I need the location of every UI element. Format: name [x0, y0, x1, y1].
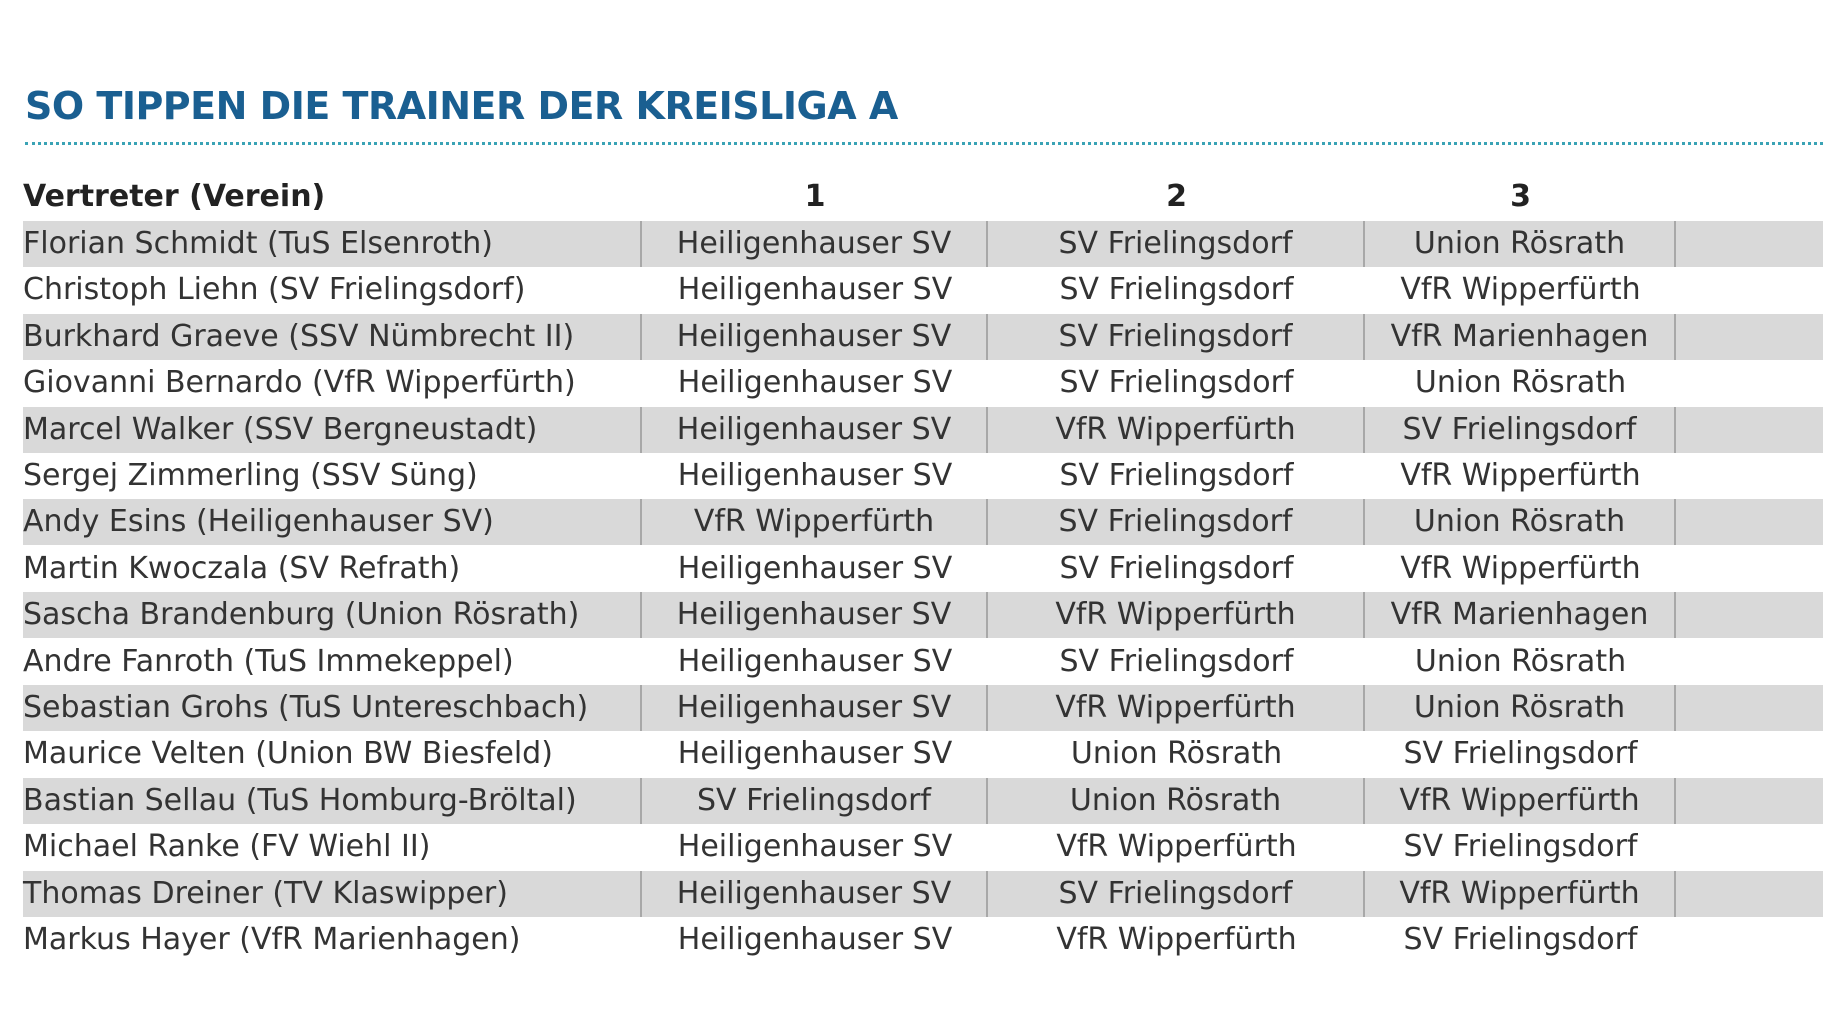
pick-cell: VfR Wipperfürth — [988, 406, 1365, 453]
divider — [25, 142, 1823, 145]
pick-cell: Heiligenhauser SV — [677, 922, 953, 957]
pick-cell: SV Frielingsdorf — [1059, 550, 1294, 586]
pick-cell: SV Frielingsdorf — [1403, 736, 1638, 772]
name-cell: Burkhard Graeve (SSV Nümbrecht II) — [23, 313, 642, 360]
name-cell: Giovanni Bernardo (VfR Wipperfürth) — [23, 365, 576, 401]
pick-cell: Union Rösrath — [1365, 499, 1676, 546]
title: SO TIPPEN DIE TRAINER DER KREISLIGA A — [25, 84, 898, 128]
header-row: Vertreter (Verein) 1 2 3 — [23, 174, 1823, 220]
name-cell: Michael Ranke (FV Wiehl II) — [23, 829, 431, 865]
name-cell: Andy Esins (Heiligenhauser SV) — [23, 499, 642, 546]
name-cell: Bastian Sellau (TuS Homburg-Bröltal) — [23, 777, 642, 824]
table-row: Florian Schmidt (TuS Elsenroth) Heiligenh… — [23, 221, 1823, 267]
pick-cell: SV Frielingsdorf — [1059, 272, 1294, 308]
table-row: Michael Ranke (FV Wiehl II) Heiligenhause… — [23, 824, 1823, 870]
pick-cell: SV Frielingsdorf — [1365, 406, 1676, 453]
table-row: Christoph Liehn (SV Frielingsdorf) Heilig… — [23, 267, 1823, 313]
table-row: Giovanni Bernardo (VfR Wipperfürth) Heili… — [23, 360, 1823, 406]
table-row: Martin Kwoczala (SV Refrath) Heiligenhaus… — [23, 546, 1823, 592]
pick-cell: SV Frielingsdorf — [988, 221, 1365, 267]
table-row: Sascha Brandenburg (Union Rösrath) Heilig… — [23, 592, 1823, 639]
pick-cell: VfR Wipperfürth — [1400, 458, 1641, 493]
pick-cell: VfR Marienhagen — [1365, 313, 1676, 360]
pick-cell: Union Rösrath — [1365, 221, 1676, 267]
pick-cell: VfR Wipperfürth — [988, 685, 1365, 731]
pick-cell: 2 — [1166, 179, 1187, 214]
name-cell: Vertreter (Verein) — [23, 179, 326, 214]
pick-cell: Heiligenhauser SV — [677, 550, 953, 586]
table-row: Andy Esins (Heiligenhauser SV) VfR Wipper… — [23, 499, 1823, 546]
name-cell: Christoph Liehn (SV Frielingsdorf) — [23, 272, 526, 308]
pick-cell: Heiligenhauser SV — [642, 592, 988, 639]
pick-cell: Heiligenhauser SV — [677, 365, 953, 401]
table-row: Marcel Walker (SSV Bergneustadt) Heiligen… — [23, 406, 1823, 453]
pick-cell: Heiligenhauser SV — [677, 458, 953, 493]
table-row: Burkhard Graeve (SSV Nümbrecht II) Heilig… — [23, 313, 1823, 360]
pick-cell: Union Rösrath — [988, 777, 1365, 824]
table-row: Markus Hayer (VfR Marienhagen) Heiligenha… — [23, 917, 1823, 963]
name-cell: Sebastian Grohs (TuS Untereschbach) — [23, 685, 642, 731]
pick-cell: SV Frielingsdorf — [1403, 829, 1638, 865]
pick-cell: Heiligenhauser SV — [677, 272, 953, 308]
name-cell: Florian Schmidt (TuS Elsenroth) — [23, 221, 642, 267]
name-cell: Martin Kwoczala (SV Refrath) — [23, 550, 461, 586]
name-cell: Marcel Walker (SSV Bergneustadt) — [23, 406, 642, 453]
pick-cell: Union Rösrath — [1365, 685, 1676, 731]
pick-cell: VfR Wipperfürth — [1056, 922, 1297, 957]
name-cell: Sergej Zimmerling (SSV Süng) — [23, 458, 478, 493]
name-cell: Sascha Brandenburg (Union Rösrath) — [23, 592, 642, 639]
table-row: Andre Fanroth (TuS Immekeppel) Heiligenha… — [23, 639, 1823, 685]
name-cell: Andre Fanroth (TuS Immekeppel) — [23, 643, 514, 679]
table-row: Sebastian Grohs (TuS Untereschbach) Heili… — [23, 685, 1823, 731]
pick-cell: VfR Wipperfürth — [1400, 550, 1641, 586]
pick-cell: VfR Wipperfürth — [642, 499, 988, 546]
pick-cell: 1 — [804, 179, 826, 214]
table-row: Bastian Sellau (TuS Homburg-Bröltal) SV F… — [23, 777, 1823, 824]
pick-cell: Heiligenhauser SV — [642, 870, 988, 917]
pick-cell: SV Frielingsdorf — [1059, 365, 1294, 401]
pick-cell: Heiligenhauser SV — [677, 829, 953, 865]
pick-cell: SV Frielingsdorf — [988, 313, 1365, 360]
pick-cell: Heiligenhauser SV — [642, 406, 988, 453]
table-row: Maurice Velten (Union BW Biesfeld) Heilig… — [23, 731, 1823, 777]
table-row: Sergej Zimmerling (SSV Süng) Heiligenhaus… — [23, 453, 1823, 499]
pick-cell: VfR Wipperfürth — [1400, 272, 1641, 308]
pick-cell: Heiligenhauser SV — [677, 643, 953, 679]
pick-cell: SV Frielingsdorf — [1059, 458, 1294, 493]
pick-cell: Heiligenhauser SV — [677, 736, 953, 772]
name-cell: Maurice Velten (Union BW Biesfeld) — [23, 736, 553, 772]
table-row: Thomas Dreiner (TV Klaswipper) Heiligenha… — [23, 870, 1823, 917]
name-cell: Markus Hayer (VfR Marienhagen) — [23, 922, 521, 957]
pick-cell: VfR Wipperfürth — [1365, 777, 1676, 824]
pick-cell: SV Frielingsdorf — [988, 499, 1365, 546]
pick-cell: SV Frielingsdorf — [1403, 922, 1638, 957]
pick-cell: Heiligenhauser SV — [642, 685, 988, 731]
pick-cell: VfR Wipperfürth — [1365, 870, 1676, 917]
pick-cell: SV Frielingsdorf — [1059, 643, 1294, 679]
pick-cell: Union Rösrath — [1070, 736, 1283, 772]
pick-cell: SV Frielingsdorf — [642, 777, 988, 824]
pick-cell: VfR Marienhagen — [1365, 592, 1676, 639]
pick-cell: VfR Wipperfürth — [1056, 829, 1297, 865]
pick-cell: SV Frielingsdorf — [988, 870, 1365, 917]
pick-cell: Union Rösrath — [1414, 643, 1627, 679]
pick-cell: 3 — [1510, 179, 1531, 214]
pick-cell: Heiligenhauser SV — [642, 221, 988, 267]
pick-cell: VfR Wipperfürth — [988, 592, 1365, 639]
pick-cell: Union Rösrath — [1414, 365, 1627, 401]
pick-cell: Heiligenhauser SV — [642, 313, 988, 360]
name-cell: Thomas Dreiner (TV Klaswipper) — [23, 870, 642, 917]
